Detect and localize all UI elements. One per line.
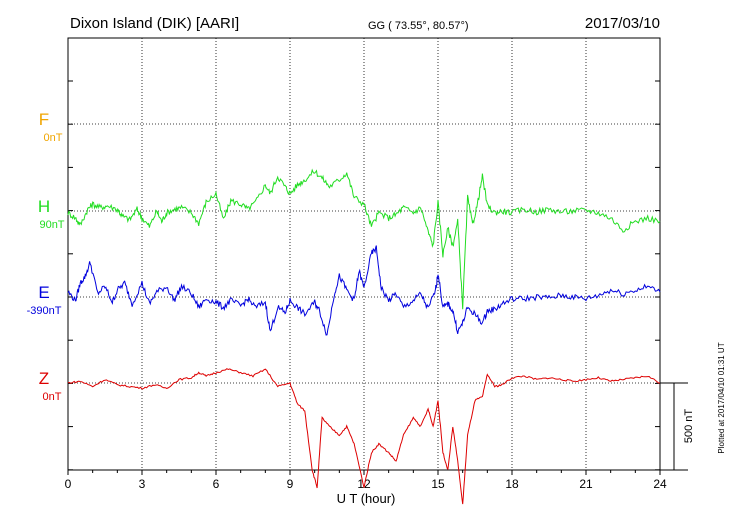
x-tick-label: 18	[505, 477, 519, 491]
series-line-e	[67, 245, 661, 336]
baseline-label-z: 0nT	[43, 391, 62, 403]
baseline-label-h: 90nT	[39, 219, 64, 231]
baseline-label-e: -390nT	[27, 305, 62, 317]
series-line-h	[67, 168, 661, 310]
series-traces	[67, 168, 661, 505]
station-title: Dixon Island (DIK) [AARI]	[70, 15, 239, 32]
x-tick-label: 3	[139, 477, 146, 491]
station-coordinates: GG ( 73.55°, 80.57°)	[368, 20, 469, 32]
x-tick-label: 0	[65, 477, 72, 491]
plotted-timestamp: Plotted at 2017/04/10 01:31 UT	[717, 342, 726, 453]
baseline-label-f: 0nT	[44, 132, 63, 144]
x-tick-label: 24	[653, 477, 667, 491]
x-axis-ticks: 0 3 6 9 12 15 18 21 24	[65, 80, 667, 491]
x-tick-label: 9	[287, 477, 294, 491]
x-tick-label: 15	[431, 477, 445, 491]
plot-date: 2017/03/10	[585, 15, 660, 32]
channel-label-e: E	[38, 283, 49, 302]
x-tick-label: 21	[579, 477, 593, 491]
channel-label-f: F	[39, 110, 49, 129]
channel-label-h: H	[38, 197, 50, 216]
series-line-z	[67, 368, 660, 505]
x-tick-label: 6	[213, 477, 220, 491]
x-axis-label: U T (hour)	[337, 491, 396, 506]
grid-lines	[68, 38, 660, 470]
channel-label-z: Z	[39, 369, 49, 388]
x-tick-label: 12	[357, 477, 371, 491]
scale-bar-label: 500 nT	[683, 409, 695, 444]
scale-bar	[660, 382, 688, 471]
